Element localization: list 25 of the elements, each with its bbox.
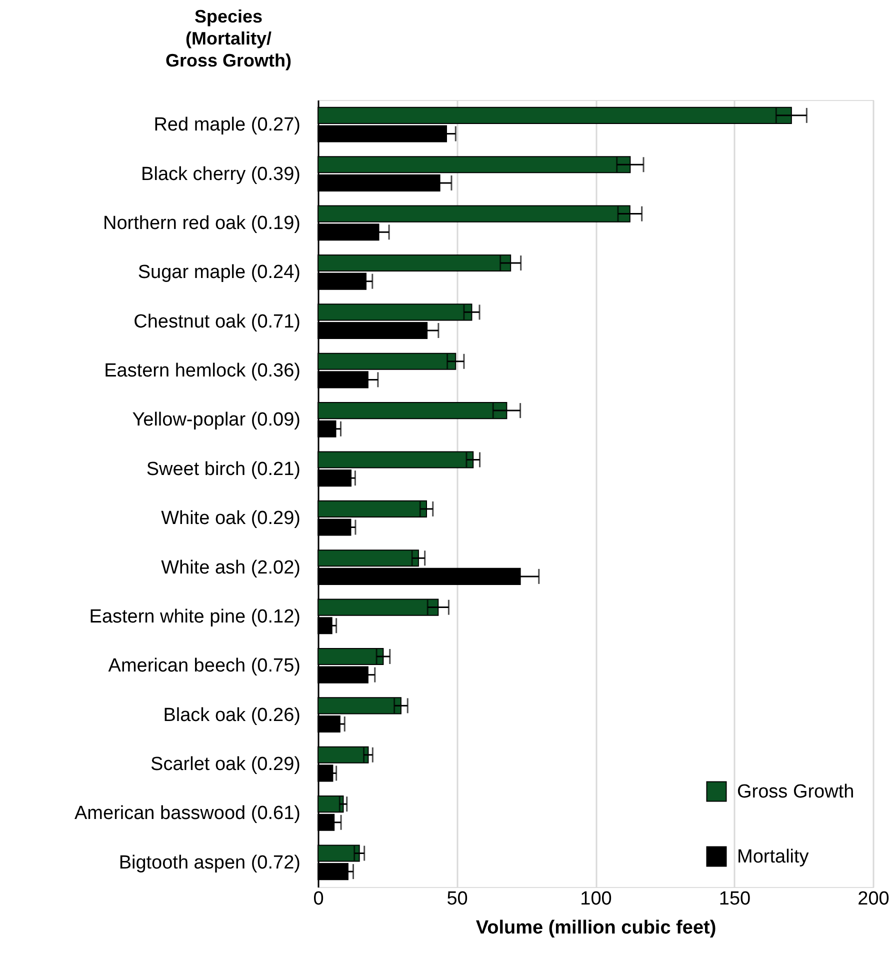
x-tick-label: 100: [580, 888, 612, 910]
y-tick-label: Sugar maple (0.24): [138, 262, 300, 284]
y-tick-label: White ash (2.02): [161, 557, 300, 578]
y-tick-label: Black oak (0.26): [163, 704, 300, 726]
y-tick-label: Eastern hemlock (0.36): [104, 360, 300, 382]
x-tick-label: 200: [858, 888, 890, 910]
y-tick-label: American basswood (0.61): [74, 803, 300, 824]
x-tick-label: 50: [446, 888, 468, 910]
y-tick-label: Northern red oak (0.19): [103, 212, 300, 234]
y-tick-label: White oak (0.29): [161, 508, 300, 530]
x-tick-label: 0: [313, 888, 324, 910]
y-tick-label: American beech (0.75): [108, 656, 300, 677]
y-axis-title: Species (Mortality/ Gross Growth): [165, 6, 292, 70]
legend-label: Mortality: [737, 846, 810, 868]
x-axis-title: Volume (million cubic feet): [476, 918, 716, 938]
x-tick-label: 150: [718, 888, 751, 910]
y-tick-label: Bigtooth aspen (0.72): [118, 852, 300, 874]
legend-label: Gross Growth: [737, 782, 854, 802]
y-tick-label: Sweet birch (0.21): [146, 458, 300, 480]
y-tick-label: Red maple (0.27): [154, 114, 300, 136]
y-tick-label: Black cherry (0.39): [141, 164, 300, 185]
y-tick-label: Yellow-poplar (0.09): [132, 410, 300, 431]
y-tick-label: Eastern white pine (0.12): [89, 606, 300, 628]
y-tick-label: Chestnut oak (0.71): [134, 311, 300, 332]
y-tick-label: Scarlet oak (0.29): [150, 754, 300, 776]
